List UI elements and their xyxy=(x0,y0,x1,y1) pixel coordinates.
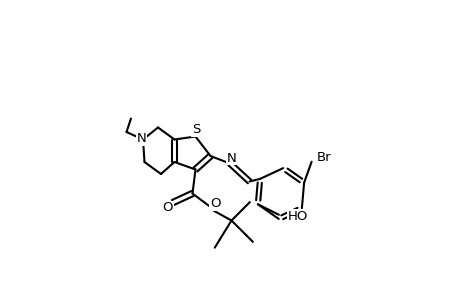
Text: N: N xyxy=(226,152,236,165)
Text: O: O xyxy=(210,197,220,210)
Text: Br: Br xyxy=(316,151,331,164)
Text: O: O xyxy=(162,201,173,214)
Text: HO: HO xyxy=(287,210,308,223)
Text: S: S xyxy=(191,123,200,136)
Text: N: N xyxy=(136,132,146,145)
